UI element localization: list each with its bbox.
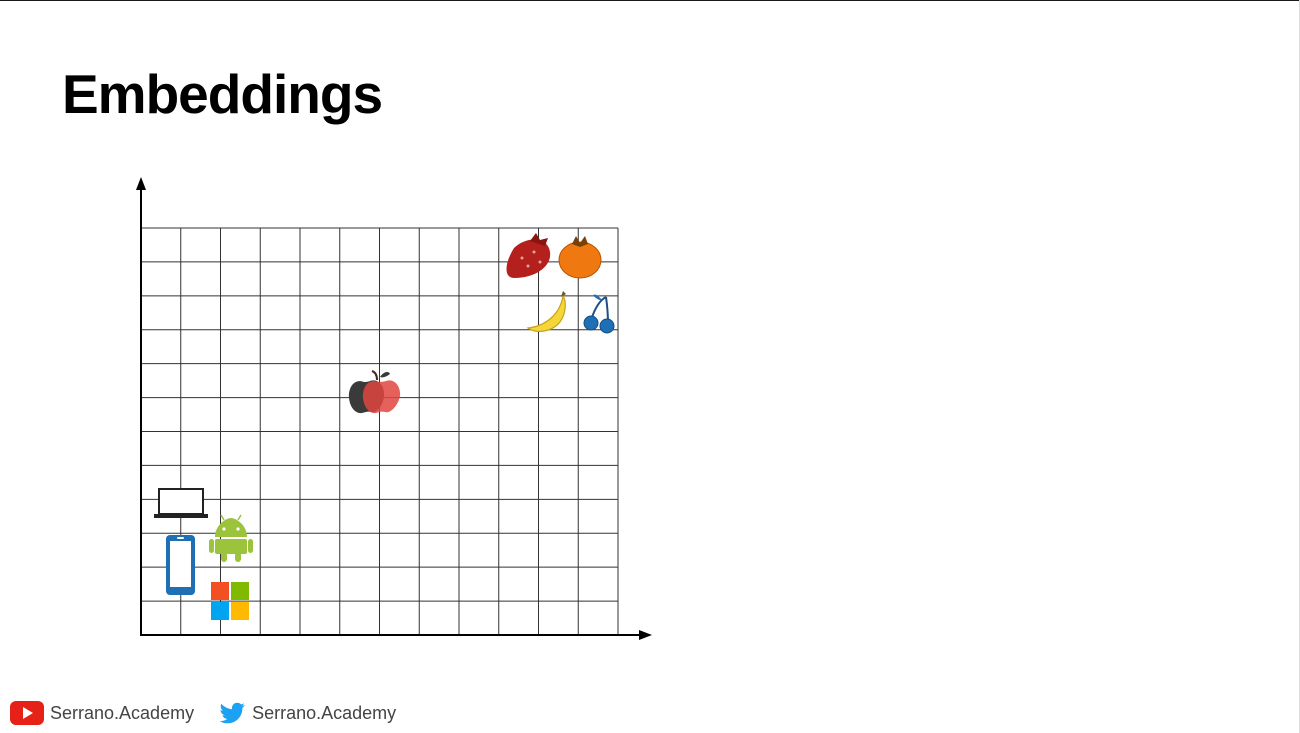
orange-icon (558, 236, 602, 279)
windows-logo-icon (211, 582, 249, 620)
grid (140, 227, 619, 636)
footer: Serrano.Academy Serrano.Academy (10, 700, 422, 726)
smartphone-icon (166, 535, 195, 595)
x-axis-arrow (639, 630, 652, 640)
twitter-link[interactable]: Serrano.Academy (220, 702, 396, 724)
apple-fruit-icon (362, 370, 401, 414)
laptop-icon (154, 488, 208, 518)
youtube-link[interactable]: Serrano.Academy (10, 701, 194, 725)
slide-title: Embeddings (62, 63, 383, 125)
top-border (0, 0, 1300, 1)
y-axis-arrow (136, 177, 146, 190)
strawberry-icon (506, 233, 551, 278)
youtube-icon (10, 701, 44, 725)
twitter-handle-label: Serrano.Academy (252, 702, 397, 723)
android-icon (209, 514, 253, 562)
twitter-icon (220, 702, 246, 724)
youtube-channel-label: Serrano.Academy (50, 702, 195, 723)
banana-icon (526, 291, 566, 332)
cherry-icon (583, 294, 615, 334)
